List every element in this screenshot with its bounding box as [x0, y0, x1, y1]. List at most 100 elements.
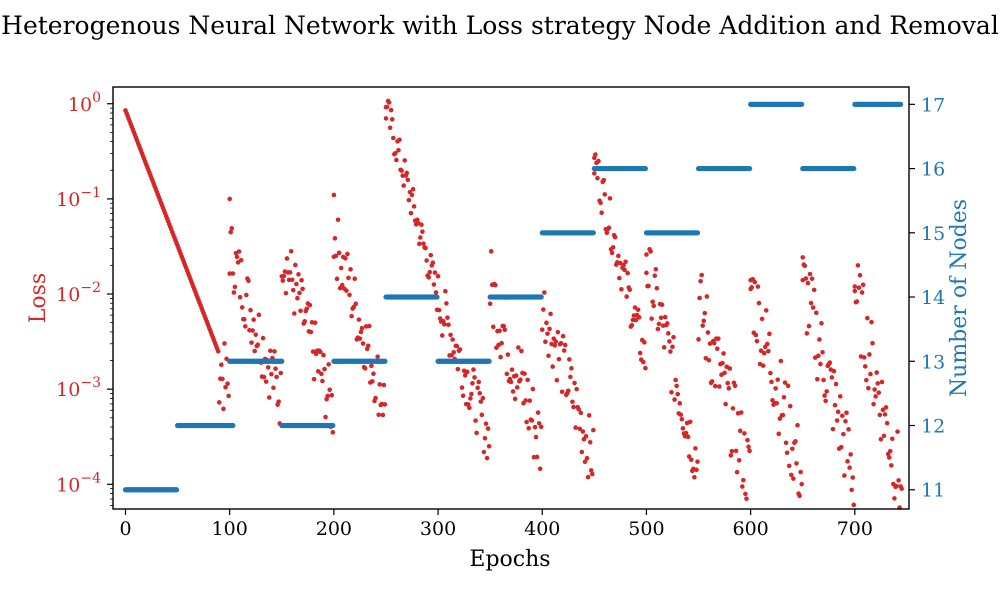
loss-point: [830, 426, 836, 432]
loss-point: [287, 270, 293, 275]
loss-point: [899, 486, 905, 491]
loss-point: [696, 337, 701, 342]
loss-point: [610, 245, 616, 250]
loss-point: [356, 317, 362, 322]
loss-point: [642, 340, 647, 345]
loss-point: [512, 396, 518, 402]
loss-point: [555, 329, 561, 335]
loss-point: [711, 340, 717, 346]
loss-point: [544, 320, 549, 326]
loss-point: [734, 469, 740, 475]
loss-point: [863, 377, 869, 383]
loss-point: [855, 263, 861, 268]
loss-point: [878, 436, 884, 442]
loss-point: [852, 288, 858, 294]
loss-point: [486, 443, 492, 449]
loss-point: [405, 177, 411, 183]
loss-point: [216, 400, 222, 405]
loss-point: [483, 421, 489, 427]
loss-point: [377, 382, 383, 387]
loss-point: [335, 217, 341, 223]
loss-point: [580, 429, 586, 434]
loss-point: [373, 395, 378, 401]
loss-point: [596, 158, 601, 164]
loss-point: [250, 328, 255, 333]
loss-point: [754, 338, 760, 344]
nodes-point: [746, 165, 753, 172]
loss-point: [650, 299, 655, 305]
loss-point: [537, 466, 543, 472]
loss-point: [454, 343, 460, 349]
loss-point: [806, 323, 812, 329]
loss-point: [409, 192, 415, 198]
loss-point: [446, 322, 451, 328]
loss-point: [752, 279, 758, 285]
loss-point: [717, 384, 722, 389]
loss-point: [450, 337, 455, 342]
loss-point: [519, 348, 524, 354]
loss-point: [606, 225, 612, 231]
loss-point: [884, 420, 890, 426]
loss-point: [325, 393, 330, 399]
loss-point: [871, 401, 876, 407]
loss-point: [268, 348, 273, 354]
loss-point: [623, 259, 628, 265]
loss-point: [448, 332, 453, 338]
loss-point: [530, 386, 536, 392]
loss-point: [598, 200, 603, 206]
loss-point: [769, 379, 774, 385]
loss-point: [420, 229, 425, 234]
loss-point: [505, 352, 511, 357]
loss-point: [655, 326, 661, 332]
loss-point: [811, 287, 817, 293]
loss-point: [765, 341, 770, 347]
loss-point: [426, 275, 431, 280]
loss-point: [609, 250, 615, 256]
loss-point: [810, 305, 816, 310]
loss-point: [365, 343, 371, 349]
loss-point: [745, 437, 750, 443]
loss-point: [854, 299, 860, 304]
loss-point: [357, 336, 363, 341]
loss-point: [646, 283, 651, 289]
loss-point: [386, 100, 392, 105]
loss-point: [671, 334, 676, 340]
loss-point: [431, 282, 437, 287]
loss-point: [687, 419, 693, 425]
loss-point: [445, 315, 450, 320]
loss-point: [351, 304, 356, 310]
loss-point: [695, 459, 700, 464]
loss-point: [436, 307, 442, 313]
loss-point: [865, 315, 870, 321]
loss-point: [533, 434, 539, 440]
x-tick-label: 0: [119, 518, 131, 540]
loss-point: [612, 234, 618, 240]
loss-point: [782, 380, 788, 385]
loss-point: [552, 343, 558, 348]
loss-point: [860, 282, 866, 288]
loss-point: [776, 431, 782, 437]
loss-point: [774, 400, 779, 406]
y-right-tick-label: 12: [921, 415, 945, 437]
loss-point: [747, 448, 752, 454]
chart-title: Heterogenous Neural Network with Loss st…: [1, 11, 999, 40]
loss-point: [376, 412, 381, 418]
loss-point: [591, 427, 596, 433]
loss-point: [490, 324, 496, 330]
loss-point: [295, 295, 300, 301]
x-tick-label: 600: [733, 518, 769, 540]
y-axis-loss: 100 10−1 10−2 10−3 10−4: [56, 90, 113, 506]
y-axis-left-title: Loss: [26, 273, 51, 323]
loss-point: [619, 286, 624, 292]
loss-point: [669, 389, 674, 395]
loss-point: [798, 469, 803, 475]
loss-point: [308, 329, 314, 335]
loss-point: [457, 347, 463, 352]
loss-point: [297, 290, 302, 296]
loss-point: [656, 321, 662, 327]
x-axis: 0 100 200 300 400 500 600 700: [119, 509, 873, 540]
nodes-point: [642, 165, 649, 172]
loss-point: [851, 502, 857, 508]
loss-point: [347, 292, 352, 298]
loss-point: [890, 436, 895, 442]
